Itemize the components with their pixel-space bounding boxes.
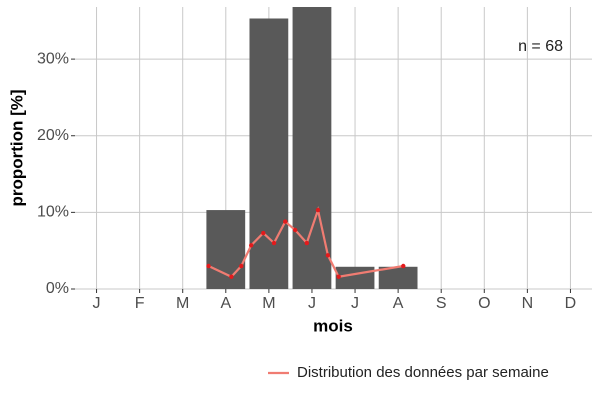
x-tick-label: M — [176, 295, 189, 312]
line-point — [283, 219, 288, 224]
line-point — [261, 230, 266, 236]
y-axis-title: proportion [%] — [7, 89, 26, 206]
x-tick-label: A — [393, 295, 404, 312]
line-point — [229, 274, 234, 279]
bar — [249, 18, 289, 289]
line-point — [336, 274, 341, 279]
x-tick-label: O — [478, 295, 490, 312]
line-point — [304, 240, 309, 246]
bar — [206, 210, 246, 289]
line-point — [271, 240, 277, 246]
line-point — [292, 227, 298, 233]
legend-label: Distribution des données par semaine — [297, 364, 549, 381]
bar — [378, 266, 418, 289]
line-point — [206, 263, 211, 269]
x-tick-label: N — [522, 295, 534, 312]
x-tick-label: D — [565, 295, 577, 312]
line-point — [315, 207, 321, 213]
x-tick-label: S — [436, 295, 447, 312]
x-tick-label: A — [220, 295, 231, 312]
y-tick-label: 0% — [46, 280, 69, 297]
x-axis-title: mois — [313, 316, 353, 335]
line-point — [325, 253, 331, 258]
x-tick-label: M — [262, 295, 275, 312]
x-tick-label: J — [93, 295, 101, 312]
x-tick-label: J — [351, 295, 359, 312]
line-point — [401, 263, 406, 269]
line-point — [239, 263, 244, 269]
annotation: n = 68 — [518, 38, 563, 55]
y-tick-label: 10% — [37, 204, 69, 221]
y-tick-label: 30% — [37, 50, 69, 67]
line-point — [249, 243, 254, 248]
y-tick-label: 20% — [37, 127, 69, 144]
bar — [335, 266, 375, 289]
x-tick-label: F — [135, 295, 145, 312]
x-tick-label: J — [308, 295, 316, 312]
